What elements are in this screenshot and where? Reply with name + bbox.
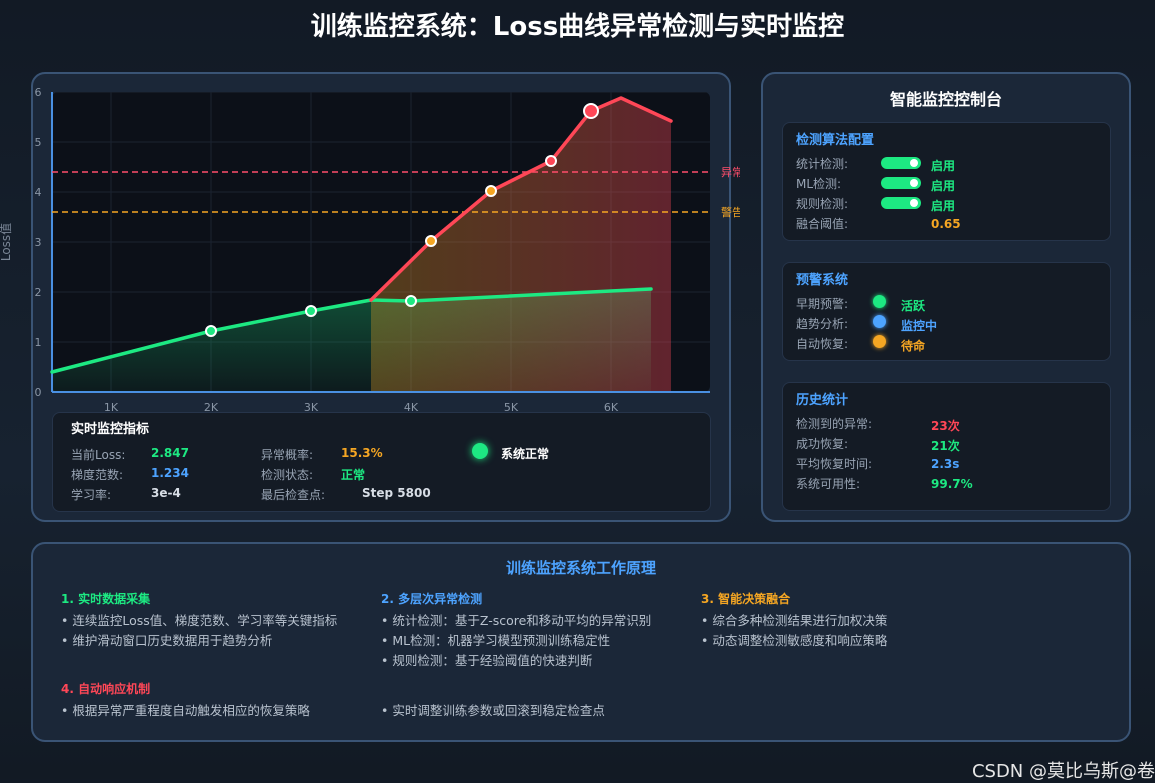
y-tick-label: 6 <box>35 86 42 99</box>
data-point <box>485 185 497 197</box>
toggle[interactable] <box>881 197 921 209</box>
metric-value: 3e-4 <box>151 486 181 500</box>
principle-panel <box>31 542 1131 742</box>
block-item: • 实时调整训练参数或回滚到稳定检查点 <box>381 703 605 718</box>
toggle-knob <box>910 159 918 167</box>
row-value: 待命 <box>901 339 926 353</box>
y-tick-label: 1 <box>35 336 42 349</box>
section-title: 检测算法配置 <box>796 133 875 148</box>
metrics-title: 实时监控指标 <box>71 422 150 437</box>
block-item: • ML检测：机器学习模型预测训练稳定性 <box>381 633 611 648</box>
x-tick-label: 5K <box>504 401 519 414</box>
x-tick-label: 3K <box>304 401 319 414</box>
status-dot <box>472 443 488 459</box>
y-tick-label: 4 <box>35 186 42 199</box>
metric-value: 15.3% <box>341 446 383 460</box>
page-title: 训练监控系统：Loss曲线异常检测与实时监控 <box>310 12 845 42</box>
toggle-knob <box>910 199 918 207</box>
metric-label: 学习率: <box>71 488 112 502</box>
toggle-knob <box>910 179 918 187</box>
block-item: • 综合多种检测结果进行加权决策 <box>701 613 888 628</box>
row-value: 23次 <box>931 419 960 433</box>
x-tick-label: 1K <box>104 401 119 414</box>
y-tick-label: 3 <box>35 236 42 249</box>
metric-value: 1.234 <box>151 466 189 480</box>
x-tick-label: 4K <box>404 401 419 414</box>
row-value: 启用 <box>931 199 956 213</box>
threshold-label: 警告阈值 <box>721 205 740 219</box>
row-value: 启用 <box>931 159 956 173</box>
metrics-box <box>52 412 711 512</box>
threshold-label: 异常阈值 <box>721 165 740 179</box>
row-label: 系统可用性: <box>796 477 861 491</box>
block-item: • 连续监控Loss值、梯度范数、学习率等关键指标 <box>61 613 338 628</box>
console-section <box>782 382 1111 511</box>
toggle[interactable] <box>881 157 921 169</box>
row-label: 平均恢复时间: <box>796 457 873 471</box>
metric-value: 正常 <box>341 468 366 482</box>
data-point <box>205 325 217 337</box>
status-dot <box>873 315 886 328</box>
y-tick-label: 2 <box>35 286 42 299</box>
row-label: 融合阈值: <box>796 217 849 231</box>
block-item: • 规则检测：基于经验阈值的快速判断 <box>381 653 593 668</box>
row-value: 21次 <box>931 439 960 453</box>
console-title: 智能监控控制台 <box>889 90 1002 109</box>
metric-label: 当前Loss: <box>71 448 126 462</box>
block-item: • 根据异常严重程度自动触发相应的恢复策略 <box>61 703 310 718</box>
y-axis-label: Loss值 <box>0 223 13 261</box>
row-label: 检测到的异常: <box>796 417 873 431</box>
status-dot <box>873 295 886 308</box>
metric-label: 梯度范数: <box>71 468 124 482</box>
row-value: 2.3s <box>931 457 960 471</box>
row-label: 趋势分析: <box>796 317 849 331</box>
chart: 0 1 2 3 4 5 6 1K 2K 3K 4K 5K 6K Loss值 异常阈值警告阈值 <box>0 86 740 414</box>
row-label: 早期预警: <box>796 297 849 311</box>
row-value: 0.65 <box>931 217 961 231</box>
series-line <box>50 287 653 374</box>
console-section <box>782 122 1111 241</box>
toggle[interactable] <box>881 177 921 189</box>
block-heading: 3. 智能决策融合 <box>701 592 791 606</box>
block-item: • 维护滑动窗口历史数据用于趋势分析 <box>61 633 273 648</box>
block-heading: 2. 多层次异常检测 <box>381 592 483 606</box>
metric-label: 异常概率: <box>261 448 314 462</box>
x-tick-label: 6K <box>604 401 619 414</box>
watermark: CSDN @莫比乌斯@卷 <box>971 761 1155 782</box>
block-heading: 1. 实时数据采集 <box>61 592 151 606</box>
principle-title: 训练监控系统工作原理 <box>505 559 656 577</box>
row-value: 活跃 <box>901 299 926 313</box>
status-dot <box>873 335 886 348</box>
console-section <box>782 262 1111 361</box>
row-label: 自动恢复: <box>796 337 849 351</box>
data-point <box>305 305 317 317</box>
block-item: • 统计检测：基于Z-score和移动平均的异常识别 <box>381 613 652 628</box>
row-value: 99.7% <box>931 477 973 491</box>
row-label: 规则检测: <box>796 197 849 211</box>
data-point <box>425 235 437 247</box>
block-item: • 动态调整检测敏感度和响应策略 <box>701 633 888 648</box>
row-label: ML检测: <box>796 177 842 191</box>
section-title: 预警系统 <box>796 273 849 288</box>
metric-value: 2.847 <box>151 446 189 460</box>
block-heading: 4. 自动响应机制 <box>61 682 151 696</box>
row-value: 启用 <box>931 179 956 193</box>
row-label: 统计检测: <box>796 157 849 171</box>
metric-value: Step 5800 <box>362 486 431 500</box>
section-title: 历史统计 <box>796 393 849 408</box>
y-tick-label: 5 <box>35 136 42 149</box>
row-value: 监控中 <box>901 319 938 333</box>
metric-label: 检测状态: <box>261 468 314 482</box>
row-label: 成功恢复: <box>796 437 849 451</box>
data-point <box>545 155 557 167</box>
status-text: 系统正常 <box>501 447 550 461</box>
metric-label: 最后检查点: <box>261 488 326 502</box>
data-point <box>583 103 599 119</box>
x-tick-label: 2K <box>204 401 219 414</box>
y-tick-label: 0 <box>35 386 42 399</box>
data-point <box>405 295 417 307</box>
